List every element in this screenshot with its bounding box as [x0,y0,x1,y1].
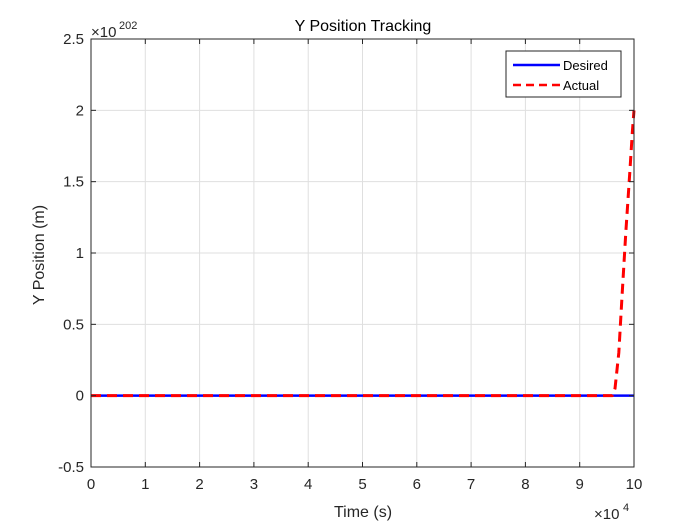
legend-label-desired: Desired [563,58,608,73]
legend: Desired Actual [505,50,622,98]
x-tick-label: 3 [250,476,258,493]
x-tick-label: 9 [576,476,584,493]
y-tick-label: 0 [76,388,84,405]
y-axis-label: Y Position (m) [31,205,48,305]
x-exponent: ×10 4 [594,502,629,523]
series-line-actual [91,110,636,398]
x-tick-label: 7 [467,476,475,493]
chart-title: Y Position Tracking [295,18,432,35]
x-tick-label: 6 [413,476,421,493]
x-tick-label: 1 [141,476,149,493]
y-tick-label: 1.5 [63,174,84,191]
x-tick-label: 2 [195,476,203,493]
y-tick-label: 2 [76,102,84,119]
y-tick-label: -0.5 [58,459,84,476]
series-layer [91,110,636,398]
y-exponent-power: 202 [119,20,137,32]
y-tick-label: 2.5 [63,31,84,48]
ticks [90,38,635,468]
x-tick-label: 0 [87,476,95,493]
x-exponent-base: ×10 [594,506,619,523]
y-tick-label: 1 [76,245,84,262]
x-tick-label: 4 [304,476,312,493]
y-exponent: ×10 202 [91,20,137,41]
y-exponent-base: ×10 [91,24,116,41]
x-tick-label: 10 [626,476,643,493]
y-tick-label: 0.5 [63,316,84,333]
legend-label-actual: Actual [563,78,599,93]
legend-box [505,50,622,98]
x-axis-label: Time (s) [334,504,392,521]
x-exponent-power: 4 [623,502,629,514]
tick-labels: 0 1 2 3 4 5 6 7 8 9 10-0.500.511.522.5 [58,31,642,493]
x-tick-label: 5 [358,476,366,493]
x-tick-label: 8 [521,476,529,493]
